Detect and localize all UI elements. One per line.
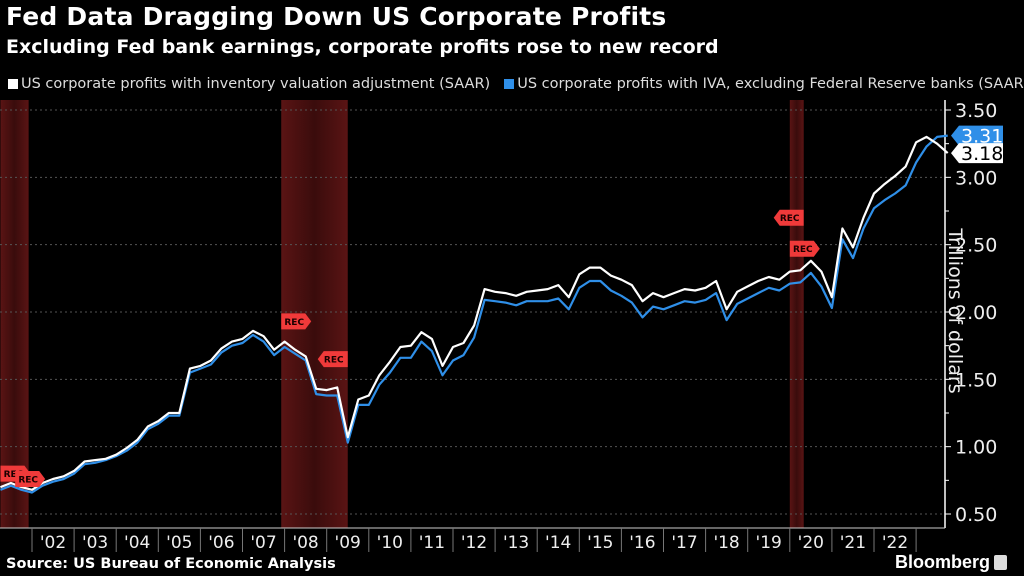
- x-tick-label: '04: [124, 533, 150, 553]
- x-tick-label: '08: [292, 533, 318, 553]
- x-tick-label: '21: [840, 533, 866, 553]
- recession-marker: [281, 313, 312, 330]
- x-tick-label: '06: [208, 533, 234, 553]
- x-tick-label: '17: [671, 533, 697, 553]
- x-tick-label: '22: [882, 533, 908, 553]
- legend-label-ex-fed: US corporate profits with IVA, excluding…: [517, 76, 1024, 92]
- legend-item-ex-fed: US corporate profits with IVA, excluding…: [504, 76, 1024, 92]
- recession-marker-label: REC: [324, 356, 344, 366]
- x-tick-label: '02: [40, 533, 66, 553]
- chart-subtitle: Excluding Fed bank earnings, corporate p…: [6, 36, 719, 58]
- y-tick-label: 2.00: [955, 302, 997, 324]
- legend-item-total: US corporate profits with inventory valu…: [8, 76, 490, 92]
- x-tick-label: '07: [250, 533, 276, 553]
- y-tick-label: 0.50: [955, 504, 997, 526]
- last-value-label: 3.31: [961, 126, 1003, 148]
- bloomberg-logo: Bloomberg: [895, 552, 1008, 573]
- recession-marker-label: REC: [284, 318, 304, 328]
- last-value-tag-ex-fed: [951, 125, 1003, 146]
- series-line-ex-fed: [0, 134, 948, 494]
- recession-marker: [15, 470, 46, 487]
- x-tick-label: '12: [461, 533, 487, 553]
- recession-band: [789, 100, 804, 528]
- legend: US corporate profits with inventory valu…: [8, 76, 1024, 92]
- y-tick-label: 3.00: [955, 167, 997, 189]
- x-tick-label: '18: [713, 533, 739, 553]
- recession-marker-label: REC: [4, 470, 24, 480]
- recession-marker: [317, 351, 348, 368]
- series-line-total: [0, 135, 949, 491]
- bloomberg-chart-icon: [994, 555, 1008, 570]
- legend-label-total: US corporate profits with inventory valu…: [21, 76, 491, 92]
- x-tick-label: '09: [335, 533, 361, 553]
- y-tick-label: 2.50: [955, 235, 997, 257]
- x-tick-label: '03: [82, 533, 108, 553]
- x-tick-label: '05: [166, 533, 192, 553]
- chart-title: Fed Data Dragging Down US Corporate Prof…: [6, 2, 667, 31]
- x-tick-label: '15: [587, 533, 613, 553]
- x-tick-label: '16: [629, 533, 655, 553]
- y-tick-label: 3.50: [955, 100, 997, 122]
- y-axis-label: Trillions of dollars: [944, 228, 966, 394]
- y-tick-label: 1.00: [955, 437, 997, 459]
- recession-marker: [773, 209, 804, 226]
- legend-swatch-white: [8, 79, 18, 89]
- x-tick-label: '10: [377, 533, 403, 553]
- recession-marker-label: REC: [780, 214, 800, 224]
- recession-marker-label: REC: [793, 245, 813, 255]
- last-value-tag-total: [951, 143, 1003, 164]
- source-note: Source: US Bureau of Economic Analysis: [6, 556, 336, 572]
- x-tick-label: '13: [503, 533, 529, 553]
- y-tick-label: 1.50: [955, 369, 997, 391]
- recession-band: [0, 100, 29, 528]
- legend-swatch-blue: [504, 79, 515, 89]
- x-tick-label: '14: [545, 533, 571, 553]
- recession-marker-label: REC: [18, 475, 38, 485]
- x-tick-label: '11: [419, 533, 445, 553]
- recession-marker: [789, 240, 820, 257]
- brand-name: Bloomberg: [895, 552, 991, 572]
- last-value-label: 3.18: [961, 143, 1003, 165]
- x-tick-label: '19: [756, 533, 782, 553]
- x-tick-label: '20: [798, 533, 824, 553]
